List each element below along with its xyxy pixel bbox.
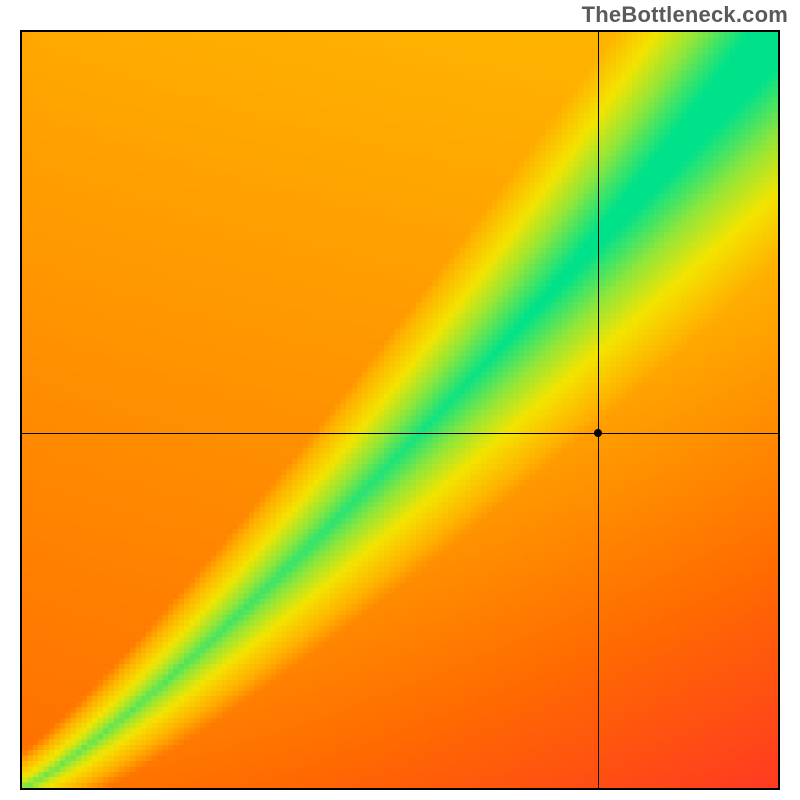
attribution-label: TheBottleneck.com (582, 2, 788, 28)
selection-marker (594, 429, 602, 437)
crosshair-vertical-line (598, 32, 599, 788)
chart-container: TheBottleneck.com (0, 0, 800, 800)
bottleneck-heatmap (22, 32, 778, 788)
crosshair-horizontal-line (22, 433, 778, 434)
plot-frame (20, 30, 780, 790)
